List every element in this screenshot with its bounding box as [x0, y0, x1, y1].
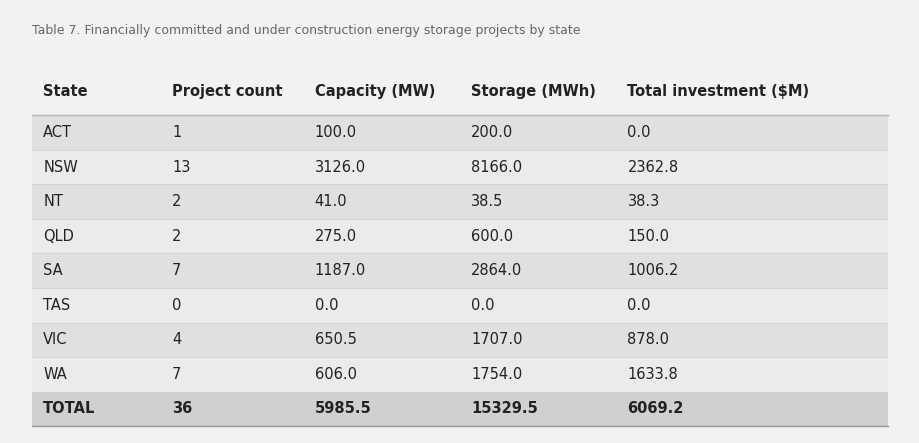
Bar [32, 288, 887, 323]
Text: Total investment ($M): Total investment ($M) [627, 85, 809, 99]
Text: 2: 2 [172, 229, 181, 244]
Text: 8166.0: 8166.0 [471, 159, 522, 175]
Text: 1633.8: 1633.8 [627, 367, 677, 382]
Text: 650.5: 650.5 [314, 332, 357, 347]
Text: 4: 4 [172, 332, 181, 347]
Text: NT: NT [43, 194, 63, 209]
Text: 2864.0: 2864.0 [471, 263, 522, 278]
Text: Storage (MWh): Storage (MWh) [471, 85, 596, 99]
Text: 0: 0 [172, 298, 181, 313]
Text: 15329.5: 15329.5 [471, 401, 538, 416]
Text: 1754.0: 1754.0 [471, 367, 522, 382]
Text: 100.0: 100.0 [314, 125, 357, 140]
Text: Table 7. Financially committed and under construction energy storage projects by: Table 7. Financially committed and under… [32, 24, 580, 37]
Text: 1: 1 [172, 125, 181, 140]
Text: 2: 2 [172, 194, 181, 209]
Bar [32, 115, 887, 150]
Text: 41.0: 41.0 [314, 194, 346, 209]
Bar [32, 323, 887, 357]
Text: Project count: Project count [172, 85, 282, 99]
Text: QLD: QLD [43, 229, 74, 244]
Text: 150.0: 150.0 [627, 229, 669, 244]
Text: 38.5: 38.5 [471, 194, 503, 209]
Text: 1187.0: 1187.0 [314, 263, 366, 278]
Text: 7: 7 [172, 367, 181, 382]
Text: 0.0: 0.0 [471, 298, 494, 313]
Bar [32, 392, 887, 426]
Text: WA: WA [43, 367, 67, 382]
Text: 275.0: 275.0 [314, 229, 357, 244]
Text: 6069.2: 6069.2 [627, 401, 683, 416]
Text: 7: 7 [172, 263, 181, 278]
Text: 1707.0: 1707.0 [471, 332, 522, 347]
Bar [32, 219, 887, 253]
Text: 2362.8: 2362.8 [627, 159, 678, 175]
Text: 13: 13 [172, 159, 190, 175]
Text: 0.0: 0.0 [627, 298, 651, 313]
Text: 3126.0: 3126.0 [314, 159, 366, 175]
Text: ACT: ACT [43, 125, 73, 140]
Text: Capacity (MW): Capacity (MW) [314, 85, 435, 99]
Text: 200.0: 200.0 [471, 125, 513, 140]
Bar [32, 357, 887, 392]
Bar [32, 184, 887, 219]
Text: 878.0: 878.0 [627, 332, 669, 347]
Text: State: State [43, 85, 88, 99]
Text: 5985.5: 5985.5 [314, 401, 371, 416]
Text: 0.0: 0.0 [314, 298, 338, 313]
Text: SA: SA [43, 263, 62, 278]
Bar [32, 150, 887, 184]
Text: TAS: TAS [43, 298, 71, 313]
Text: VIC: VIC [43, 332, 68, 347]
Bar [32, 253, 887, 288]
Bar [32, 69, 887, 115]
Text: 600.0: 600.0 [471, 229, 513, 244]
Text: 606.0: 606.0 [314, 367, 357, 382]
Text: 0.0: 0.0 [627, 125, 651, 140]
Text: 38.3: 38.3 [627, 194, 659, 209]
Text: NSW: NSW [43, 159, 78, 175]
Text: 1006.2: 1006.2 [627, 263, 678, 278]
Text: 36: 36 [172, 401, 192, 416]
Text: TOTAL: TOTAL [43, 401, 96, 416]
